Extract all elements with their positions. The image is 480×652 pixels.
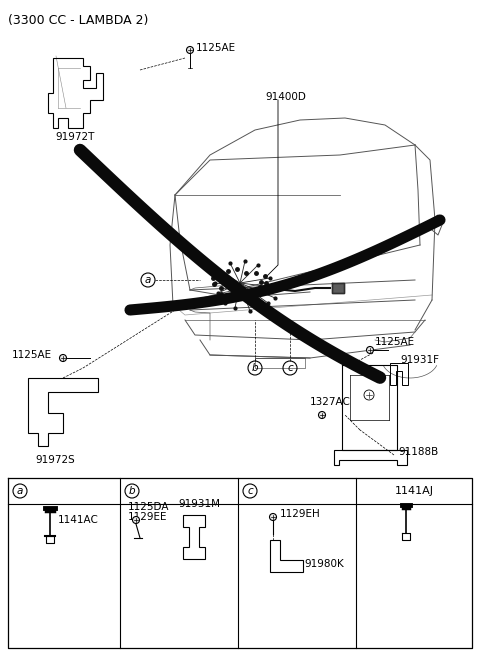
Text: 1125AE: 1125AE (375, 337, 415, 347)
Text: 1327AC: 1327AC (310, 397, 351, 407)
Text: (3300 CC - LAMBDA 2): (3300 CC - LAMBDA 2) (8, 14, 148, 27)
Text: b: b (129, 486, 135, 496)
Circle shape (132, 516, 140, 524)
Text: 91188B: 91188B (398, 447, 438, 457)
Text: c: c (287, 363, 293, 373)
Text: 91931F: 91931F (400, 355, 439, 365)
Circle shape (187, 46, 193, 53)
Text: 1129EH: 1129EH (280, 509, 321, 519)
Text: a: a (145, 275, 151, 285)
Circle shape (319, 411, 325, 419)
Text: 91980K: 91980K (304, 559, 344, 569)
Circle shape (367, 346, 373, 353)
Text: 91931M: 91931M (178, 499, 220, 509)
Text: 1125AE: 1125AE (196, 43, 236, 53)
Text: 1129EE: 1129EE (128, 512, 168, 522)
Text: a: a (17, 486, 23, 496)
Polygon shape (332, 283, 344, 293)
Text: 91972T: 91972T (55, 132, 95, 142)
Text: 1141AJ: 1141AJ (395, 486, 433, 496)
Circle shape (269, 514, 276, 520)
Text: 91972S: 91972S (35, 455, 75, 465)
Text: 91400D: 91400D (265, 92, 306, 102)
Text: 1125AE: 1125AE (12, 350, 52, 360)
Text: b: b (252, 363, 258, 373)
Circle shape (60, 355, 67, 361)
Text: 1141AC: 1141AC (58, 515, 99, 525)
Text: c: c (247, 486, 253, 496)
Text: 1125DA: 1125DA (128, 502, 169, 512)
